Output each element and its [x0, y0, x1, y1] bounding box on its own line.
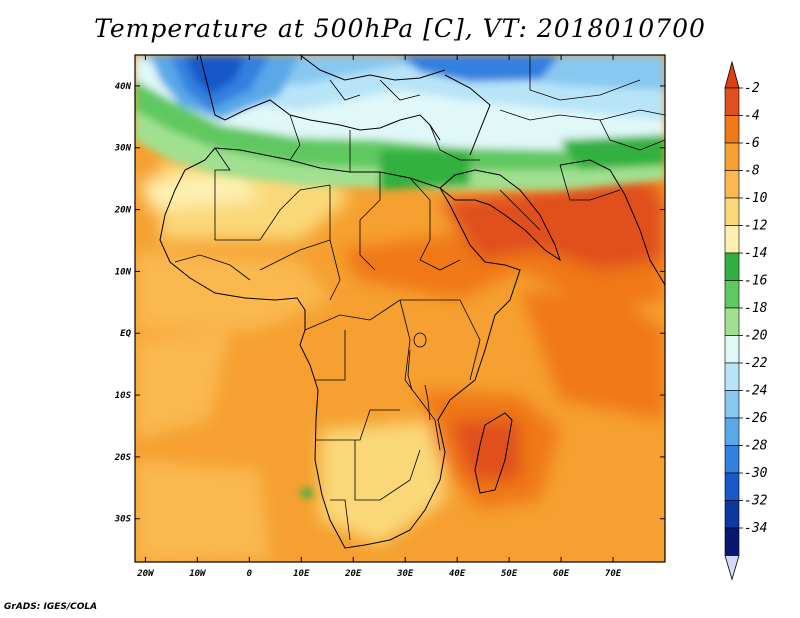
colorbar-label: -8 [744, 164, 760, 179]
colorbar-swatch [724, 390, 740, 419]
colorbar-top-arrow [724, 60, 740, 89]
arabia-coastline [439, 169, 561, 262]
europe-coastline [299, 55, 446, 81]
colorbar-swatch [724, 115, 740, 144]
country-borders [174, 55, 665, 541]
lat-tick-label: EQ [120, 329, 131, 339]
temperature-field [135, 55, 665, 562]
colorbar-bottom-arrow [724, 555, 740, 581]
colorbar-swatch [724, 252, 740, 281]
map-frame [134, 54, 666, 563]
colorbar-swatch [724, 472, 740, 501]
lat-tick-label: 30S [114, 515, 132, 525]
longitude-axis: 20W 10W 0 10E 20E 30E 40E 50E 60E 70E [136, 55, 622, 579]
iran-india-coastline [559, 159, 665, 286]
lat-tick-label: 20S [114, 453, 132, 463]
colorbar-label: -28 [744, 439, 768, 454]
colorbar-label: -20 [744, 329, 768, 344]
lat-tick-label: 40N [115, 82, 132, 92]
colorbar-swatch [724, 527, 740, 556]
colorbar-label: -22 [744, 356, 768, 371]
lat-tick-label: 10N [115, 267, 132, 277]
colorbar-swatch [724, 445, 740, 474]
colorbar-label: -30 [744, 466, 768, 481]
lat-tick-label: 30N [114, 144, 132, 154]
lon-tick-label: 50E [501, 569, 518, 579]
lon-tick-label: 30E [396, 569, 414, 579]
colorbar-swatch [724, 170, 740, 199]
colorbar-label: -4 [744, 109, 760, 124]
black-sea-coastline [444, 74, 491, 156]
lon-tick-label: 40E [449, 569, 466, 579]
colorbar-label: -6 [744, 136, 760, 151]
colorbar-swatch [724, 87, 740, 116]
lat-tick-label: 10S [115, 391, 132, 401]
latitude-axis: 40N 30N 20N 10N EQ 10S 20S 30S [114, 82, 665, 525]
colorbar-label: -14 [744, 246, 767, 261]
colorbar-swatch [724, 197, 740, 226]
colorbar-swatch [724, 280, 740, 309]
colorbar-label: -32 [744, 494, 768, 509]
map-title: Temperature at 500hPa [C], VT: 201801070… [94, 14, 706, 43]
mediterranean-coastline [199, 55, 441, 141]
lon-tick-label: 10W [189, 569, 207, 579]
lakes [407, 332, 431, 421]
colorbar-label: -24 [744, 384, 767, 399]
cold-regions [135, 55, 665, 498]
lon-tick-label: 70E [605, 569, 622, 579]
colorbar-swatch [724, 335, 740, 364]
lat-tick-label: 20N [114, 206, 132, 216]
colorbar-label: -16 [744, 274, 768, 289]
lon-tick-label: 0 [247, 569, 253, 579]
colorbar-label: -12 [744, 219, 768, 234]
colorbar-swatch [724, 500, 740, 529]
colorbar-swatch [724, 225, 740, 254]
lon-tick-label: 20E [344, 569, 362, 579]
madagascar-coastline [474, 412, 513, 494]
lon-tick-label: 60E [553, 569, 570, 579]
colorbar-label: -34 [744, 521, 767, 536]
colorbar-swatch [724, 417, 740, 446]
colorbar-swatch [724, 362, 740, 391]
colorbar-swatch [724, 307, 740, 336]
colorbar-label: -18 [744, 301, 768, 316]
colorbar-label: -2 [744, 81, 760, 96]
lon-tick-label: 10E [293, 569, 310, 579]
colorbar-label: -10 [744, 191, 768, 206]
grads-credit: GrADS: IGES/COLA [4, 602, 98, 612]
colorbar-label: -26 [744, 411, 768, 426]
lon-tick-label: 20W [136, 569, 155, 579]
colorbar-swatch [724, 142, 740, 171]
